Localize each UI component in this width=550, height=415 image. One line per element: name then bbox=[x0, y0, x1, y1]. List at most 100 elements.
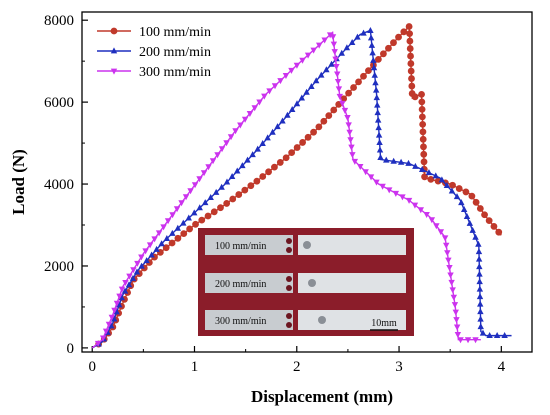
specimen-notch-1 bbox=[286, 238, 292, 244]
series-3-marker bbox=[130, 267, 137, 274]
inset-label-300: 300 mm/min bbox=[215, 316, 266, 327]
specimen-weld-1 bbox=[303, 241, 311, 249]
x-tick-label-1: 1 bbox=[191, 359, 199, 375]
series-3-marker bbox=[367, 174, 375, 181]
series-3-marker bbox=[339, 100, 346, 107]
series-3-marker bbox=[452, 309, 459, 316]
series-2-marker bbox=[125, 281, 133, 288]
series-1-marker bbox=[419, 135, 427, 143]
series-2-marker bbox=[202, 199, 209, 206]
series-3-marker bbox=[293, 62, 301, 69]
series-1-marker bbox=[485, 217, 493, 225]
series-2-marker bbox=[223, 178, 231, 185]
series-2-marker bbox=[254, 145, 261, 152]
series-2-marker bbox=[153, 245, 160, 252]
series-2-marker bbox=[113, 308, 120, 315]
series-2-marker bbox=[116, 301, 123, 308]
series-2 bbox=[91, 26, 512, 349]
series-1-marker bbox=[406, 45, 414, 52]
series-3-marker bbox=[173, 206, 181, 213]
series-3-marker bbox=[105, 321, 113, 328]
series-2-marker bbox=[376, 146, 384, 153]
series-3-marker bbox=[362, 169, 369, 176]
series-2-marker bbox=[354, 33, 361, 40]
series-3-marker bbox=[277, 78, 284, 85]
series-3-marker bbox=[341, 107, 349, 114]
series-3-marker bbox=[437, 229, 445, 236]
series-2-marker bbox=[143, 257, 150, 264]
series-3-marker bbox=[447, 272, 454, 279]
series-3-marker bbox=[444, 250, 451, 257]
series-2-marker bbox=[180, 219, 187, 226]
specimen-photo-inset: 100 mm/min 200 mm/min 300 mm/min 10mm bbox=[198, 228, 414, 336]
series-3-marker bbox=[405, 197, 413, 204]
specimen-body-1 bbox=[298, 235, 406, 255]
series-3-marker bbox=[241, 116, 249, 123]
series-3-marker bbox=[411, 202, 419, 209]
series-3-marker bbox=[237, 122, 244, 129]
series-2-marker bbox=[425, 169, 433, 176]
series-3-marker bbox=[386, 187, 393, 194]
series-3-marker bbox=[164, 218, 172, 225]
legend-label-3: 300 mm/min bbox=[139, 65, 211, 80]
series-2-marker bbox=[472, 233, 479, 240]
specimen-body-2 bbox=[298, 273, 406, 293]
y-tick-label-3: 6000 bbox=[44, 95, 74, 111]
series-2-marker bbox=[372, 86, 380, 93]
series-2-marker bbox=[298, 94, 306, 101]
series-3-marker bbox=[329, 34, 337, 41]
series-2-marker bbox=[148, 251, 155, 258]
series-2-marker bbox=[476, 278, 483, 285]
series-3-marker bbox=[191, 182, 199, 189]
specimen-notch-3b bbox=[286, 322, 292, 328]
series-1-marker bbox=[462, 188, 470, 196]
series-2-marker bbox=[397, 158, 405, 165]
series-3-marker bbox=[315, 42, 323, 49]
inset-scale-label: 10mm bbox=[371, 318, 397, 329]
series-3-marker bbox=[99, 335, 107, 342]
series-3-marker bbox=[261, 93, 268, 100]
series-1-marker bbox=[288, 149, 296, 157]
x-tick-label-0: 0 bbox=[88, 359, 96, 375]
series-3-marker bbox=[446, 265, 453, 272]
series-3-marker bbox=[205, 164, 212, 171]
series-1-marker bbox=[406, 30, 413, 37]
series-3-marker bbox=[351, 158, 359, 165]
series-2-marker bbox=[479, 329, 487, 336]
series-3-marker bbox=[182, 194, 190, 201]
series-3-marker bbox=[335, 86, 343, 93]
series-2-marker bbox=[133, 268, 141, 275]
series-3-marker bbox=[138, 254, 145, 261]
series-1-marker bbox=[472, 198, 480, 206]
series-3-marker bbox=[445, 257, 452, 264]
series-1-marker bbox=[421, 173, 428, 181]
specimen-weld-2 bbox=[308, 279, 316, 287]
series-2-marker bbox=[185, 214, 192, 221]
series-3-marker bbox=[334, 78, 342, 85]
series-1-marker bbox=[420, 143, 427, 151]
x-tick-label-3: 3 bbox=[395, 359, 403, 375]
series-1-marker bbox=[293, 144, 301, 151]
series-2-marker bbox=[476, 270, 483, 277]
series-2-marker bbox=[477, 315, 484, 322]
series-1-marker bbox=[418, 105, 426, 113]
series-1-marker bbox=[418, 90, 425, 98]
series-1-marker bbox=[419, 128, 427, 136]
series-3-marker bbox=[379, 183, 386, 190]
series-2-marker bbox=[374, 101, 381, 108]
series-3-marker bbox=[223, 140, 230, 147]
series-2-marker bbox=[196, 204, 203, 211]
series-2-marker bbox=[348, 38, 356, 45]
series-3-marker bbox=[348, 144, 355, 151]
series-2-marker bbox=[370, 56, 377, 63]
series-1-marker bbox=[476, 205, 484, 212]
series-3-marker bbox=[443, 242, 450, 249]
series-1-marker bbox=[174, 234, 182, 242]
specimen-notch-1b bbox=[286, 247, 292, 253]
series-1-marker bbox=[350, 84, 357, 91]
series-3-marker bbox=[392, 190, 400, 197]
series-2-marker bbox=[239, 162, 246, 169]
series-3-marker bbox=[433, 223, 440, 230]
series-3-marker bbox=[288, 67, 295, 74]
series-3-marker bbox=[169, 212, 176, 219]
